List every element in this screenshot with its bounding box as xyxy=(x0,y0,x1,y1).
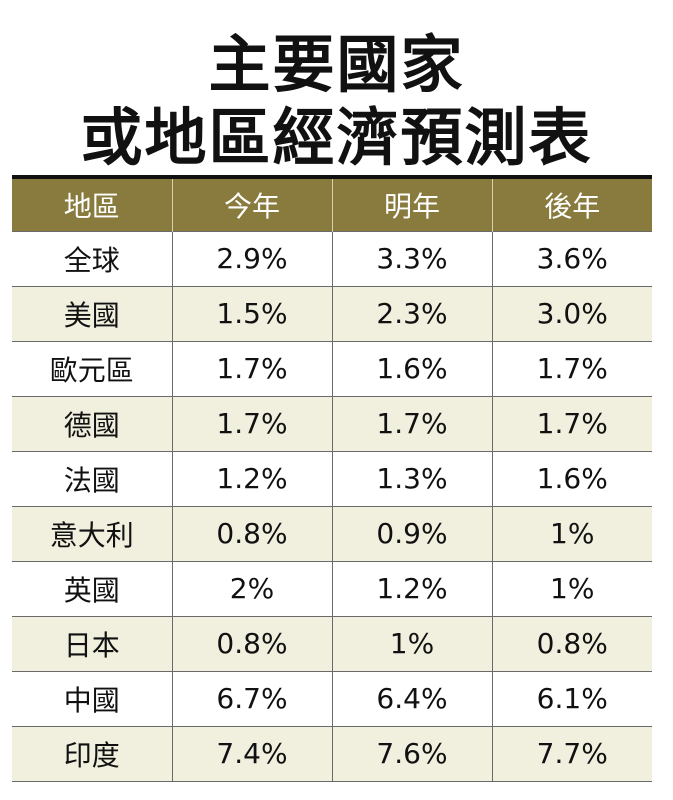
next-year-cell: 1.6% xyxy=(331,340,492,396)
this-year-cell: 2% xyxy=(171,560,332,616)
region-cell: 德國 xyxy=(12,395,172,451)
this-year-cell: 1.5% xyxy=(171,285,332,341)
year-after-cell: 0.8% xyxy=(491,615,652,671)
next-year-cell: 1.3% xyxy=(331,450,492,506)
region-cell: 全球 xyxy=(12,230,172,286)
this-year-cell: 1.7% xyxy=(171,395,332,451)
region-cell: 中國 xyxy=(12,670,172,726)
column-header-this-year: 今年 xyxy=(171,175,332,231)
table-header: 地區 今年 明年 後年 xyxy=(12,175,652,231)
table-body: 全球 2.9% 3.3% 3.6% 美國 1.5% 2.3% 3.0% 歐元區 1.7% 1.6% 1… xyxy=(12,230,652,782)
table-row: 全球 2.9% 3.3% 3.6% xyxy=(12,230,652,286)
year-after-cell: 7.7% xyxy=(491,725,652,782)
table-row: 日本 0.8% 1% 0.8% xyxy=(12,615,652,671)
this-year-cell: 0.8% xyxy=(171,505,332,561)
page-title-line-2: 或地區經濟預測表 xyxy=(80,101,593,174)
table-row: 歐元區 1.7% 1.6% 1.7% xyxy=(12,340,652,396)
next-year-cell: 3.3% xyxy=(331,230,492,286)
year-after-cell: 1.7% xyxy=(491,340,652,396)
year-after-cell: 3.0% xyxy=(491,285,652,341)
forecast-table-container: 地區 今年 明年 後年 全球 2.9% 3.3% 3.6% 美國 1.5% 2.3% 3.0%… xyxy=(12,175,652,782)
column-header-year-after: 後年 xyxy=(491,175,652,231)
table-row: 法國 1.2% 1.3% 1.6% xyxy=(12,450,652,506)
region-cell: 意大利 xyxy=(12,505,172,561)
year-after-cell: 6.1% xyxy=(491,670,652,726)
this-year-cell: 1.7% xyxy=(171,340,332,396)
this-year-cell: 0.8% xyxy=(171,615,332,671)
table-row: 印度 7.4% 7.6% 7.7% xyxy=(12,725,652,782)
forecast-table: 地區 今年 明年 後年 全球 2.9% 3.3% 3.6% 美國 1.5% 2.3% 3.0%… xyxy=(12,175,652,782)
region-cell: 法國 xyxy=(12,450,172,506)
next-year-cell: 6.4% xyxy=(331,670,492,726)
year-after-cell: 1% xyxy=(491,505,652,561)
table-row: 美國 1.5% 2.3% 3.0% xyxy=(12,285,652,341)
region-cell: 日本 xyxy=(12,615,172,671)
year-after-cell: 3.6% xyxy=(491,230,652,286)
this-year-cell: 7.4% xyxy=(171,725,332,782)
next-year-cell: 2.3% xyxy=(331,285,492,341)
table-row: 英國 2% 1.2% 1% xyxy=(12,560,652,616)
this-year-cell: 1.2% xyxy=(171,450,332,506)
this-year-cell: 2.9% xyxy=(171,230,332,286)
header-row: 地區 今年 明年 後年 xyxy=(12,175,652,231)
year-after-cell: 1% xyxy=(491,560,652,616)
column-header-next-year: 明年 xyxy=(331,175,492,231)
column-header-region: 地區 xyxy=(12,175,172,231)
region-cell: 歐元區 xyxy=(12,340,172,396)
this-year-cell: 6.7% xyxy=(171,670,332,726)
next-year-cell: 1% xyxy=(331,615,492,671)
next-year-cell: 0.9% xyxy=(331,505,492,561)
year-after-cell: 1.7% xyxy=(491,395,652,451)
next-year-cell: 1.2% xyxy=(331,560,492,616)
year-after-cell: 1.6% xyxy=(491,450,652,506)
table-row: 德國 1.7% 1.7% 1.7% xyxy=(12,395,652,451)
table-row: 中國 6.7% 6.4% 6.1% xyxy=(12,670,652,726)
region-cell: 美國 xyxy=(12,285,172,341)
table-row: 意大利 0.8% 0.9% 1% xyxy=(12,505,652,561)
next-year-cell: 1.7% xyxy=(331,395,492,451)
region-cell: 英國 xyxy=(12,560,172,616)
region-cell: 印度 xyxy=(12,725,172,782)
next-year-cell: 7.6% xyxy=(331,725,492,782)
page-title-line-1: 主要國家 xyxy=(208,28,465,101)
